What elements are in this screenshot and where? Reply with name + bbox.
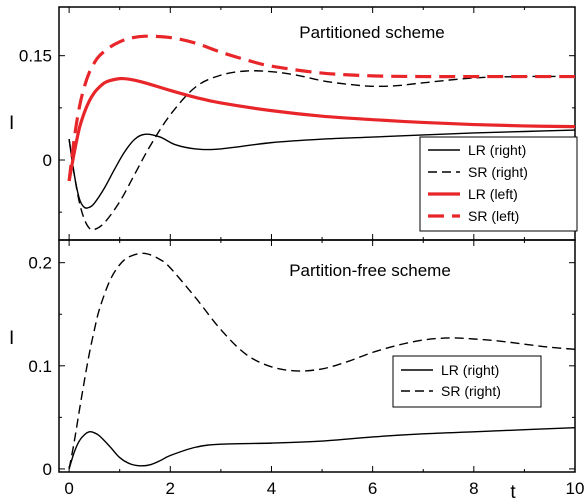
y-tick-label: 0	[43, 460, 52, 479]
x-tick-label: 8	[469, 479, 478, 498]
panel-title: Partitioned scheme	[299, 23, 445, 42]
legend-label: LR (right)	[468, 142, 526, 158]
x-tick-label: 0	[64, 479, 73, 498]
x-tick-label: 2	[166, 479, 175, 498]
series-line	[68, 252, 576, 470]
plot-frame	[58, 239, 576, 473]
panel-title: Partition-free scheme	[289, 261, 451, 280]
legend-label: SR (right)	[468, 164, 528, 180]
panel-partitioned: 0 0.15 I Partitioned scheme LR (right) SR (ri…	[9, 6, 578, 241]
legend-box	[419, 136, 578, 232]
y-axis-label: I	[9, 113, 14, 134]
y-axis-label: I	[9, 328, 14, 349]
legend-label: LR (left)	[468, 186, 518, 202]
legend-label: LR (right)	[441, 362, 499, 378]
x-tick-label: 10	[566, 479, 585, 498]
x-tick-label: 6	[368, 479, 377, 498]
y-tick-label: 0	[43, 151, 52, 170]
legend-label: SR (left)	[468, 208, 519, 224]
x-axis-label: t	[510, 482, 516, 502]
series-line	[68, 70, 576, 231]
x-tick-label: 4	[267, 479, 276, 498]
series-line	[68, 129, 576, 209]
legend-label: SR (right)	[441, 383, 501, 399]
panel-partition-free: 0 0.1 0.2 0 2 4 6 8 10 It Partition-free scheme LR …	[9, 239, 585, 502]
legend-box	[392, 355, 542, 408]
series-line	[67, 76, 576, 182]
series-line	[68, 426, 576, 470]
y-tick-label: 0.15	[19, 47, 52, 66]
y-tick-label: 0.2	[28, 254, 52, 273]
y-tick-label: 0.1	[28, 357, 52, 376]
series-line	[67, 34, 576, 182]
